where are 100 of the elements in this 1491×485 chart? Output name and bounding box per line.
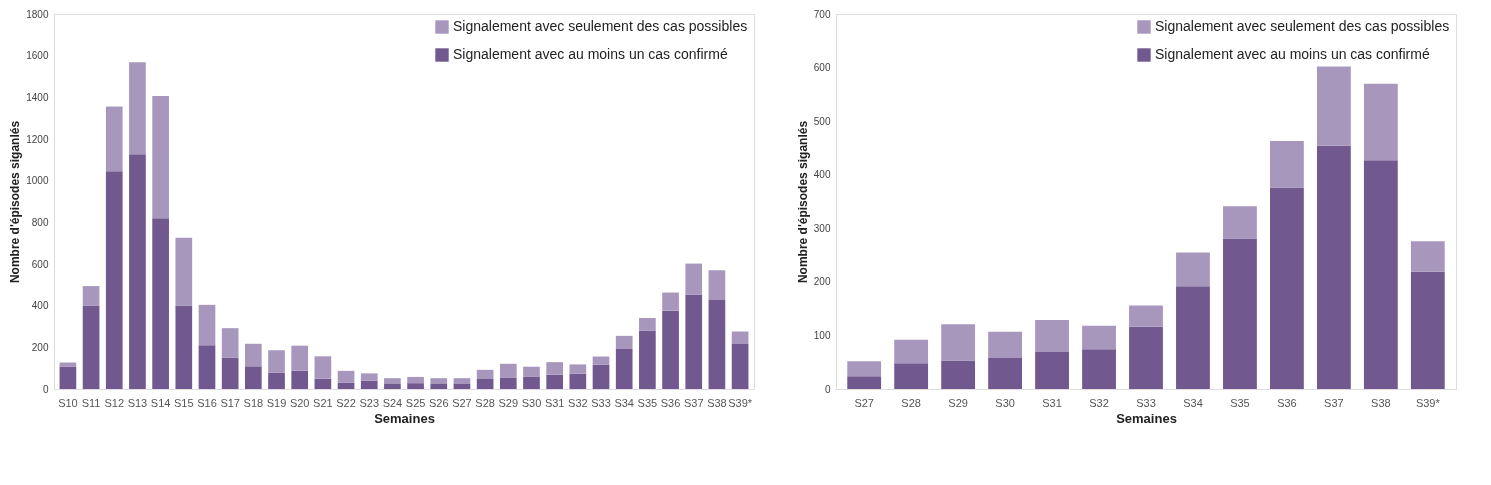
bar [1035, 352, 1069, 389]
bar [708, 300, 726, 389]
bar [1270, 140, 1304, 188]
x-tick-label: S28 [901, 396, 921, 409]
y-tick-label: 100 [813, 329, 831, 341]
x-tick-label: S32 [568, 396, 588, 409]
bar [894, 363, 929, 389]
bar [59, 366, 77, 389]
x-tick-label: S29 [948, 396, 968, 409]
bar [685, 294, 703, 389]
y-tick-label: 1400 [26, 91, 49, 103]
x-tick-label: S20 [289, 396, 310, 409]
bar [523, 376, 540, 389]
y-tick-label: 500 [813, 115, 831, 127]
bar [1129, 305, 1163, 327]
bar [569, 373, 587, 389]
x-tick-label: S37 [683, 396, 704, 409]
x-tick-label: S18 [243, 396, 264, 409]
x-tick-label: S39* [728, 396, 753, 409]
bar [685, 263, 703, 295]
bar [453, 384, 471, 389]
bar [1410, 271, 1445, 389]
bar [198, 304, 216, 346]
bar [1035, 319, 1069, 353]
x-tick-label: S33 [1136, 396, 1156, 409]
x-tick-label: S28 [475, 396, 495, 409]
x-tick-label: S24 [382, 396, 403, 409]
x-tick-label: S13 [127, 396, 148, 409]
bar [662, 292, 679, 311]
x-tick-label: S21 [313, 396, 333, 409]
bar [615, 335, 633, 349]
bar [1176, 286, 1210, 389]
bar [546, 374, 564, 389]
x-axis-title: Semaines [374, 410, 435, 426]
x-tick-label: S27 [854, 396, 874, 409]
bar [291, 370, 309, 389]
legend-label: Signalement avec au moins un cas confirmé [453, 46, 728, 62]
bar [1410, 241, 1445, 272]
x-tick-label: S11 [81, 396, 101, 409]
y-tick-label: 1000 [26, 175, 49, 187]
bar [847, 376, 882, 389]
bar [268, 372, 285, 389]
bar [430, 383, 448, 389]
y-tick-label: 700 [813, 8, 831, 20]
x-axis-title: Semaines [1116, 410, 1177, 426]
bar [894, 339, 929, 364]
bar [1223, 206, 1257, 239]
x-tick-label: S37 [1324, 396, 1344, 409]
bar [1316, 66, 1351, 146]
bar [198, 345, 216, 389]
x-tick-label: S36 [660, 396, 681, 409]
bar [268, 350, 285, 373]
x-tick-label: S19 [266, 396, 287, 409]
x-tick-label: S25 [405, 396, 426, 409]
bar [1176, 252, 1210, 287]
y-axis-title: Nombre d'épisodes siganlés [795, 120, 810, 284]
y-axis-title: Nombre d'épisodes siganlés [8, 120, 23, 284]
x-tick-label: S16 [197, 396, 217, 409]
y-tick-label: 1800 [26, 8, 49, 20]
bar [639, 330, 656, 389]
y-tick-label: 600 [31, 258, 49, 270]
x-tick-label: S38 [707, 396, 727, 409]
bar [175, 237, 193, 306]
x-tick-label: S29 [498, 396, 519, 409]
x-tick-label: S34 [1183, 396, 1203, 409]
bar [569, 364, 587, 374]
bar [291, 345, 309, 371]
bar [1270, 187, 1304, 389]
bar [499, 363, 517, 378]
bar [244, 343, 262, 367]
bar [82, 305, 100, 389]
x-tick-label: S31 [1042, 396, 1062, 409]
bar [1316, 145, 1351, 389]
x-tick-label: S15 [174, 396, 194, 409]
bar [1082, 349, 1116, 389]
bar [499, 377, 517, 389]
legend-label: Signalement avec au moins un cas confirmé [1155, 46, 1430, 62]
bar [314, 356, 332, 379]
x-tick-label: S35 [637, 396, 658, 409]
bar [59, 362, 77, 367]
bar [360, 373, 378, 381]
y-tick-label: 400 [31, 300, 49, 312]
bar [1129, 326, 1163, 389]
x-tick-label: S36 [1277, 396, 1297, 409]
bar [988, 331, 1022, 358]
x-tick-label: S30 [521, 396, 542, 409]
bar [384, 378, 401, 384]
bar [476, 369, 494, 379]
bar [407, 383, 424, 389]
bar [152, 218, 169, 389]
bar [523, 366, 540, 377]
bar [82, 286, 100, 306]
bar [430, 378, 448, 384]
x-tick-label: S27 [452, 396, 472, 409]
bar [175, 305, 193, 389]
bar [476, 379, 494, 389]
y-tick-label: 600 [813, 62, 831, 74]
y-tick-label: 0 [824, 383, 831, 395]
y-tick-label: 400 [813, 169, 831, 181]
bar [615, 349, 633, 389]
